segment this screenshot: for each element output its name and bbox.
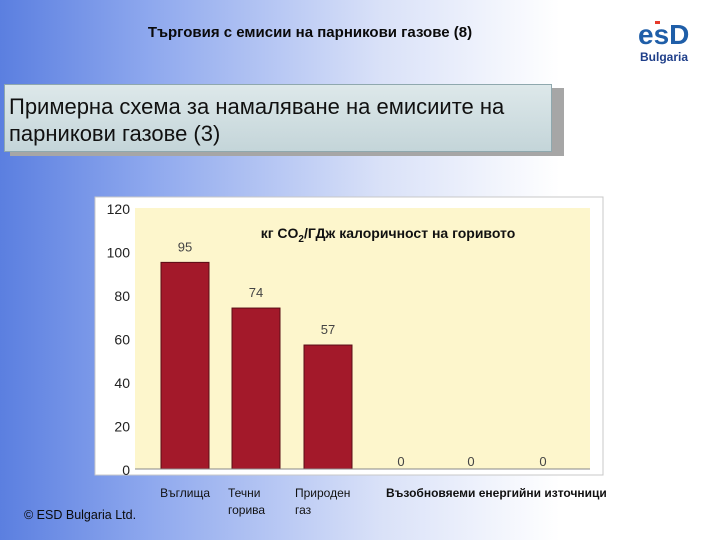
bar-value-label: 57 bbox=[321, 322, 335, 337]
plot-area bbox=[135, 208, 590, 469]
x-category-label: Възобновяеми енергийни източници bbox=[386, 486, 607, 500]
x-category-label: Течни bbox=[228, 486, 261, 500]
bar bbox=[231, 307, 281, 470]
bar-value-label: 0 bbox=[467, 454, 474, 469]
logo-main-text: esD bbox=[638, 19, 689, 50]
x-category-label: Природен bbox=[295, 486, 350, 500]
bar-value-label: 95 bbox=[178, 239, 192, 254]
bar bbox=[160, 261, 210, 470]
y-tick-label: 100 bbox=[107, 245, 131, 261]
y-tick-label: 60 bbox=[114, 332, 130, 348]
logo-sub-text: Bulgaria bbox=[640, 50, 688, 64]
bar-value-label: 74 bbox=[249, 285, 263, 300]
slide-title-line1: Примерна схема за намаляване на емисиите… bbox=[9, 94, 505, 119]
x-category-label: газ bbox=[295, 503, 312, 517]
bar-value-label: 0 bbox=[397, 454, 404, 469]
y-tick-label: 20 bbox=[114, 419, 130, 435]
chart-title: кг CO2/ГДж калоричност на горивото bbox=[261, 225, 516, 245]
bar-value-label: 0 bbox=[539, 454, 546, 469]
header-title: Търговия с емисии на парникови газове (8… bbox=[147, 24, 473, 41]
x-category-label: Въглища bbox=[160, 486, 210, 500]
slide-title-line2: парникови газове (3) bbox=[9, 121, 221, 146]
esd-bulgaria-logo: esD Bulgaria bbox=[628, 4, 714, 68]
y-tick-label: 80 bbox=[114, 288, 130, 304]
x-category-label: горива bbox=[228, 503, 265, 517]
copyright-text: © ESD Bulgaria Ltd. bbox=[24, 508, 137, 522]
y-tick-label: 120 bbox=[107, 201, 131, 217]
y-tick-label: 40 bbox=[114, 375, 130, 391]
logo-accent bbox=[655, 21, 660, 24]
slide-title: Примерна схема за намаляване на емисиите… bbox=[4, 84, 552, 152]
bar bbox=[303, 344, 353, 470]
y-tick-label: 0 bbox=[122, 462, 130, 478]
